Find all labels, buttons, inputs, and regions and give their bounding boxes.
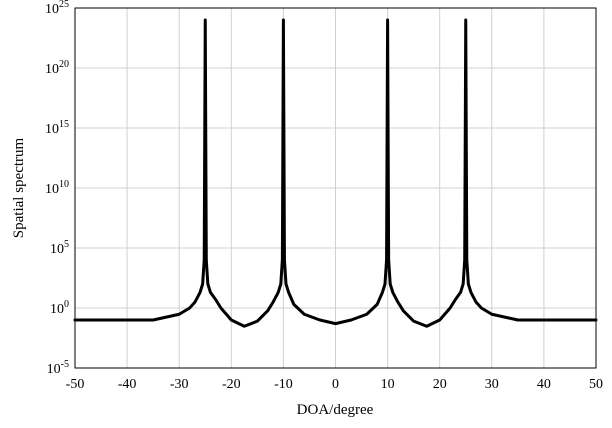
x-tick-label: 0 (332, 377, 339, 392)
x-tick-label: 20 (433, 377, 447, 392)
x-tick-label: -10 (274, 377, 293, 392)
x-tick-label: -50 (66, 377, 85, 392)
y-tick-label: 1010 (45, 179, 69, 197)
x-tick-label: 10 (381, 377, 395, 392)
x-tick-label: 50 (589, 377, 603, 392)
x-tick-label: 40 (537, 377, 551, 392)
grid (75, 8, 596, 368)
x-tick-label: -30 (170, 377, 189, 392)
y-tick-label: 1025 (45, 0, 69, 17)
y-tick-label: 100 (50, 299, 69, 317)
x-tick-label: 30 (485, 377, 499, 392)
y-tick-label: 105 (50, 239, 69, 257)
series-line (73, 18, 598, 328)
y-axis-label: Spatial spectrum (11, 137, 27, 238)
x-tick-label: -40 (118, 377, 137, 392)
x-tick-label: -20 (222, 377, 241, 392)
y-tick-label: 10-5 (47, 359, 69, 377)
y-tick-label: 1015 (45, 119, 69, 137)
x-tick-labels: -50 -40 -30 -20 -10 0 10 20 30 40 50 (66, 377, 603, 392)
x-axis-label: DOA/degree (297, 402, 374, 418)
y-tick-label: 1020 (45, 59, 69, 77)
plot-frame (74, 7, 597, 369)
y-tick-labels: 10-5 100 105 1010 1015 1020 1025 (45, 0, 69, 377)
